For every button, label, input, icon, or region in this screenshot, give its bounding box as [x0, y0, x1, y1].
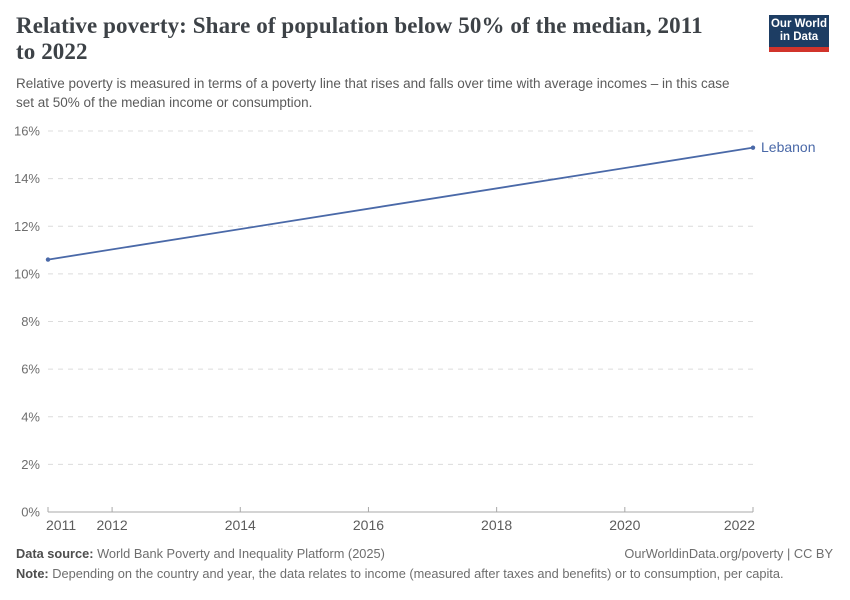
y-tick-label: 10% [14, 266, 40, 281]
y-tick-label: 6% [21, 362, 40, 377]
note-text: Depending on the country and year, the d… [48, 566, 784, 581]
series-line-lebanon[interactable] [47, 146, 754, 261]
y-tick-label: 16% [14, 124, 40, 139]
y-tick-label: 12% [14, 219, 40, 234]
y-tick-label: 14% [14, 171, 40, 186]
page-title-line2: to 2022 [16, 39, 88, 64]
x-tick-label: 2018 [481, 517, 512, 533]
owid-logo-text-line2: in Data [779, 31, 819, 43]
x-tick-label: 2022 [724, 517, 755, 533]
page-title: Relative poverty: Share of population be… [16, 13, 703, 65]
owid-logo-text-line1: Our World [770, 18, 827, 30]
note-line: Note: Depending on the country and year,… [16, 566, 784, 581]
chart-subtitle: Relative poverty is measured in terms of… [16, 74, 730, 112]
owid-logo[interactable]: Our World in Data [769, 15, 829, 52]
x-tick-label: 2014 [225, 517, 256, 533]
note-label: Note: [16, 566, 49, 581]
x-tick-label: 2012 [97, 517, 128, 533]
y-tick-label: 2% [21, 457, 40, 472]
data-source-line: Data source: World Bank Poverty and Ineq… [16, 546, 385, 562]
x-tick-label: 2020 [609, 517, 640, 533]
entity-label-lebanon[interactable]: Lebanon [761, 139, 816, 155]
chart-footer: Data source: World Bank Poverty and Ineq… [16, 546, 833, 582]
data-point[interactable] [750, 145, 756, 150]
chart-subtitle-line1: Relative poverty is measured in terms of… [16, 76, 730, 91]
data-source-text: World Bank Poverty and Inequality Platfo… [93, 546, 385, 561]
data-point[interactable] [45, 257, 51, 262]
chart-subtitle-line2: set at 50% of the median income or consu… [16, 95, 313, 110]
y-tick-label: 4% [21, 409, 40, 424]
y-tick-label: 8% [21, 314, 40, 329]
page-title-line1: Relative poverty: Share of population be… [16, 13, 703, 38]
x-tick-label: 2016 [353, 517, 384, 533]
y-tick-label: 0% [21, 505, 40, 520]
data-source-label: Data source: [16, 546, 94, 561]
x-tick-label: 2011 [46, 517, 76, 533]
owid-cc-by-link[interactable]: OurWorldinData.org/poverty | CC BY [624, 546, 833, 561]
